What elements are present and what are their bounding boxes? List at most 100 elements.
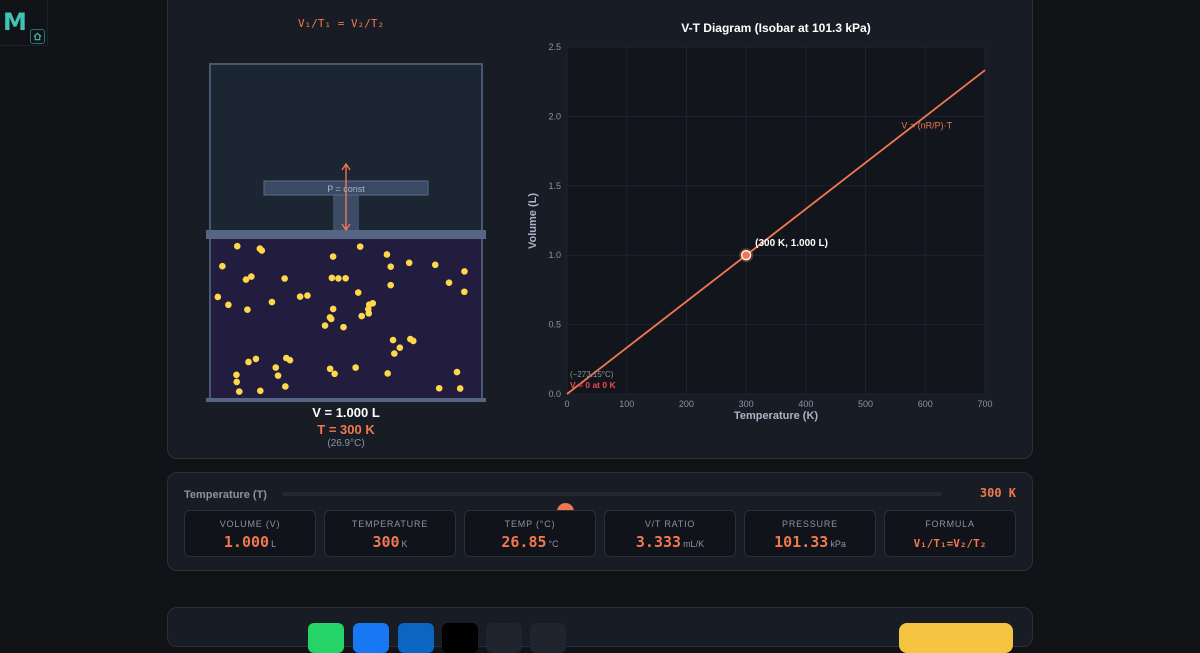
gas-particle <box>304 292 311 299</box>
gas-particle <box>256 245 264 252</box>
gas-particle <box>396 344 404 351</box>
share-bar <box>167 607 1033 653</box>
gas-particle <box>407 335 414 343</box>
temperature-readout: T = 300 K <box>317 422 375 437</box>
gas-particle <box>296 293 304 300</box>
y-tick-label: 0.5 <box>548 320 561 330</box>
y-tick-label: 2.5 <box>548 42 561 52</box>
gas-particle <box>282 383 289 390</box>
gas-particle <box>233 371 240 379</box>
x-axis-label: Temperature (K) <box>734 410 818 422</box>
y-tick-labels: 0.0 0.5 1.0 1.5 2.0 2.5 <box>548 42 561 399</box>
whatsapp-share-button[interactable] <box>308 623 344 653</box>
gas-particle <box>445 279 453 286</box>
gas-particle <box>369 299 377 307</box>
current-point[interactable] <box>740 250 752 261</box>
x-tick-label: 500 <box>858 399 873 409</box>
facebook-share-button[interactable] <box>353 623 389 653</box>
stat-label: V/T RATIO <box>644 519 696 529</box>
y-axis-label: Volume (L) <box>527 193 539 249</box>
x-tick-label: 700 <box>977 399 992 409</box>
share-button[interactable] <box>486 623 522 653</box>
series-line <box>566 69 986 395</box>
temperature-slider-value: 300 K <box>979 486 1016 500</box>
stat-value: 3.333 mL/K <box>635 533 705 551</box>
stat-value: 26.85 °C <box>501 533 559 551</box>
gas-particle <box>235 388 243 395</box>
current-point-label: (300 K, 1.000 L) <box>755 238 828 249</box>
gas-particle <box>383 251 391 258</box>
gas-particle <box>389 336 397 344</box>
gas-particle <box>435 384 443 392</box>
y-tick-label: 2.0 <box>548 111 561 121</box>
gas-particle <box>328 274 336 282</box>
gas-particle <box>461 268 468 275</box>
x-tick-label: 300 <box>739 399 754 409</box>
stat-label: VOLUME (V) <box>219 519 281 529</box>
vt-chart: V-T Diagram (Isobar at 101.3 kPa) 0 100 20… <box>527 21 993 422</box>
gas-particle <box>461 288 468 296</box>
piston-cylinder: P = const <box>206 63 486 402</box>
linkedin-share-button[interactable] <box>398 623 434 653</box>
cta-button[interactable] <box>899 623 1013 653</box>
stat-pressure: PRESSURE 101.33 kPa <box>744 510 876 557</box>
gas-particle <box>326 365 334 373</box>
stat-label: TEMP (°C) <box>504 519 556 529</box>
gas-particle <box>248 273 255 280</box>
plot-area <box>567 47 985 394</box>
gas-particle <box>242 276 250 283</box>
gas-particle <box>225 301 232 309</box>
gas-particle <box>329 253 337 260</box>
stat-temp-celsius: TEMP (°C) 26.85 °C <box>464 510 596 557</box>
gas-particle <box>281 275 288 282</box>
stat-formula: FORMULA V₁/T₁=V₂/T₂ <box>884 510 1016 557</box>
gas-particle <box>219 262 226 270</box>
gas-particle <box>274 372 282 379</box>
gas-particle <box>245 358 252 366</box>
x-tick-label: 100 <box>619 399 634 409</box>
y-tick-label: 0.0 <box>548 389 561 399</box>
piston-plate[interactable] <box>206 230 486 239</box>
temperature-slider-label: Temperature (T) <box>184 489 267 501</box>
stat-volume: VOLUME (V) 1.000 L <box>184 510 316 557</box>
gas-particle <box>252 355 260 363</box>
gas-particle <box>214 293 222 301</box>
gas-particle <box>365 310 373 317</box>
gas-particle <box>282 354 290 362</box>
gas-particle <box>272 364 280 371</box>
logo-letter: M <box>3 8 27 36</box>
simulation-panel: V₁/T₁ = V₂/T₂ P = const V = 1.000 L T = … <box>167 0 1033 459</box>
stat-label: PRESSURE <box>782 519 838 529</box>
volume-readout: V = 1.000 L <box>312 405 380 420</box>
series-label: V = (nR/P)·T <box>901 120 952 130</box>
gas-particle <box>257 387 264 395</box>
chart-title: V-T Diagram (Isobar at 101.3 kPa) <box>681 21 870 35</box>
y-tick-label: 1.0 <box>548 250 561 260</box>
x-tick-labels: 0 100 200 300 400 500 600 700 <box>564 399 992 409</box>
stats-row: VOLUME (V) 1.000 L TEMPERATURE 300 K TEMP … <box>184 510 1016 557</box>
home-icon <box>33 32 42 41</box>
gas-particle <box>340 323 347 331</box>
stat-value: 300 K <box>372 533 408 551</box>
app-logo[interactable]: M <box>0 0 48 46</box>
cylinder-base <box>206 398 486 402</box>
temperature-slider-track[interactable] <box>282 492 942 520</box>
control-panel: Temperature (T) 300 K VOLUME (V) 1.000 L … <box>167 472 1033 571</box>
gas-particle <box>356 243 364 250</box>
law-formula: V₁/T₁ = V₂/T₂ <box>298 17 385 30</box>
gas-particles <box>214 242 468 395</box>
gas-particle <box>387 281 394 289</box>
x-tick-label: 200 <box>679 399 694 409</box>
gas-particle <box>405 259 413 267</box>
gas-particle <box>268 298 276 306</box>
copy-link-button[interactable] <box>530 623 566 653</box>
stat-vt-ratio: V/T RATIO 3.333 mL/K <box>604 510 736 557</box>
home-button[interactable] <box>30 29 45 44</box>
x-tick-label: 400 <box>798 399 813 409</box>
gas-particle <box>331 370 338 378</box>
zero-volume-note: V = 0 at 0 K <box>570 380 616 390</box>
stat-label: FORMULA <box>925 519 975 529</box>
gas-particle <box>233 378 241 386</box>
x-share-button[interactable] <box>442 623 478 653</box>
gas-particle <box>384 370 391 377</box>
